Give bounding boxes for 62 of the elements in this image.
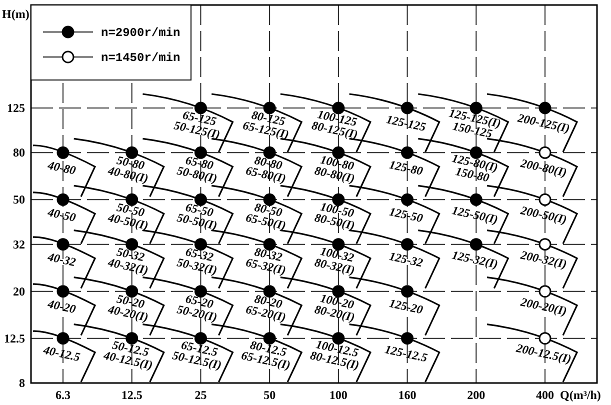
annotation: 200-125(I) — [516, 110, 572, 136]
annotation: 100-12.5 80-12.5(I) — [309, 337, 361, 372]
y-tick-label: 80 — [13, 146, 25, 160]
annotation: 200-20(I) — [518, 294, 568, 318]
annotation: 125-80(I) 150-80 — [450, 151, 500, 185]
x-tick-label: 200 — [467, 388, 486, 402]
annotation: 200-80(I) — [518, 156, 568, 180]
y-tick-label: 125 — [7, 101, 25, 116]
annotation: 65-12.5 50-12.5(I) — [171, 338, 223, 372]
y-tick-label: 50 — [13, 192, 25, 207]
annotation: 50-80 40-80(I) — [106, 152, 150, 186]
y-tick-label: 20 — [13, 284, 25, 298]
annotation: 65-20 50-20(I) — [176, 292, 218, 324]
x-tick-label: 400 — [536, 388, 554, 402]
annotation: 80-80 65-80(I) — [244, 152, 288, 186]
annotation: 80-20 65-20(I) — [244, 292, 288, 324]
x-tick-label: 160 — [398, 388, 416, 402]
annotation: 125-50 — [388, 204, 424, 226]
y-tick-label: 32 — [13, 237, 25, 252]
legend-label: n=1450r/min — [101, 51, 180, 65]
y-axis-title: H(m) — [2, 7, 30, 21]
annotation: 100-50 80-50(I) — [313, 199, 356, 233]
annotation: 125-50(I) — [450, 203, 500, 226]
annotation: 80-12.5 65-12.5(I) — [240, 338, 292, 372]
annotation: 80-50 65-50(I) — [244, 200, 288, 233]
annotation: 40-12.5 — [41, 342, 82, 364]
x-tick-label: 12.5 — [121, 388, 142, 402]
annotation: 125-125(I) 150-125 — [448, 106, 502, 141]
annotation: 125-125 — [385, 112, 428, 134]
annotation: 125-32(I) — [450, 248, 500, 272]
annotation: 200-32(I) — [518, 247, 568, 272]
annotation: 100-32 80-32(I) — [313, 244, 356, 278]
annotation: 100-125 80-125(I) — [310, 107, 360, 142]
annotation: 125-20 — [388, 296, 424, 317]
annotation: 125-80 — [388, 157, 424, 178]
annotation: 50-20 40-20(I) — [106, 292, 150, 324]
annotation: 80-32 65-32(I) — [244, 244, 288, 278]
annotation: 125-32 — [388, 249, 424, 270]
annotation: 40-50 — [46, 204, 77, 225]
annotation: 40-20 — [46, 296, 77, 316]
x-tick-label: 6.3 — [56, 388, 70, 402]
annotation: 100-20 80-20(I) — [313, 291, 356, 324]
y-tick-label: 8 — [19, 376, 25, 390]
annotation: 40-80 — [46, 158, 77, 178]
annotation: 80-125 65-125(I) — [242, 108, 290, 142]
x-axis-title: Q(m³/h) — [560, 388, 601, 402]
annotation: 50-12.5 40-12.5(I) — [101, 338, 154, 372]
x-tick-label: 50 — [264, 388, 276, 402]
x-tick-label: 25 — [194, 388, 207, 402]
annotation: 65-125 50-125(I) — [172, 108, 222, 142]
x-tick-label: 100 — [329, 388, 348, 402]
annotation: 65-32 50-32(I) — [176, 244, 218, 278]
annotation: 50-32 40-32(I) — [106, 244, 150, 278]
annotation: 65-50 50-50(I) — [176, 200, 218, 233]
annotation: 50-50 40-50(I) — [106, 200, 150, 233]
annotation: 100-80 80-80(I) — [313, 152, 356, 186]
legend-label: n=2900r/min — [101, 26, 180, 40]
annotation: 200-50(I) — [518, 202, 568, 226]
annotation: 125-12.5 — [384, 342, 429, 365]
y-tick-label: 12.5 — [4, 331, 25, 346]
annotation: 65-80 50-80(I) — [176, 152, 218, 186]
annotation: 40-32 — [46, 249, 77, 270]
